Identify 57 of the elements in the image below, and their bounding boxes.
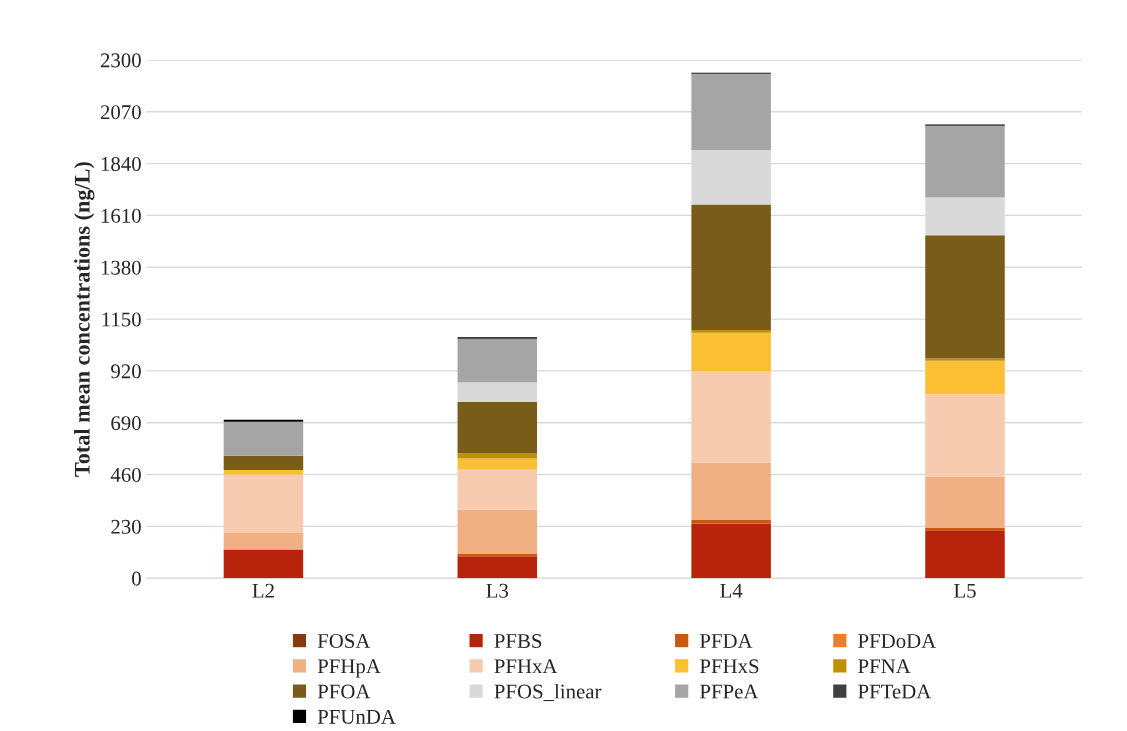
y-axis-title: Total mean concentrations (ng/L) [74,162,95,477]
legend-label: PFDA [699,634,753,648]
legend-label: PFUnDA [317,709,396,724]
legend-label: PFOS_linear [494,683,602,702]
bar [691,330,771,333]
y-tick-label: 1150 [102,312,141,327]
x-tick-label: L4 [720,583,743,598]
y-tick-label: 1840 [101,156,141,172]
bar [457,554,538,557]
bar [223,474,304,533]
y-tick-label: 2070 [100,105,141,120]
legend-label: PFTeDA [858,684,932,699]
bar [457,453,538,459]
bar [691,462,771,521]
legend-label: PFHxS [699,659,759,674]
bar [925,235,1005,359]
y-tick-label: 0 [132,571,141,586]
bar [223,549,304,579]
bar [691,204,771,331]
bar [457,382,538,402]
bar [457,401,538,454]
bar [691,332,771,372]
bar [223,455,304,471]
legend-label: PFNA [858,659,911,674]
bar [691,73,771,151]
legend-label: PFPeA [699,684,759,699]
bar [457,509,538,555]
y-tick-label: 230 [111,519,141,534]
y-tick-label: 920 [111,364,141,379]
bar [457,556,538,579]
bar [925,360,1005,395]
bar [925,125,1005,198]
bar [925,394,1005,477]
legend-label: PFBS [494,634,542,649]
bar [223,422,304,456]
bar [691,371,771,463]
legend-label: PFDoDA [858,634,937,649]
x-tick-label: L3 [486,583,509,598]
y-tick-label: 1380 [101,260,141,275]
bar [223,470,304,475]
bar [691,523,771,579]
bar [457,469,538,510]
legend-label: PFHxA [494,659,558,674]
bar [457,339,538,383]
legend-label: PFOA [317,684,371,699]
bar [925,476,1005,528]
legend-label: PFHpA [317,659,381,678]
bar [925,530,1005,579]
y-tick-label: 2300 [100,53,141,68]
y-tick-label: 690 [111,416,141,431]
x-tick-label: L2 [252,583,274,598]
y-tick-label: 1610 [101,208,141,223]
bar [457,458,538,470]
y-tick-label: 460 [110,467,141,482]
x-tick-label: L5 [954,583,976,598]
legend-label: FOSA [317,634,371,649]
bar [223,532,304,550]
